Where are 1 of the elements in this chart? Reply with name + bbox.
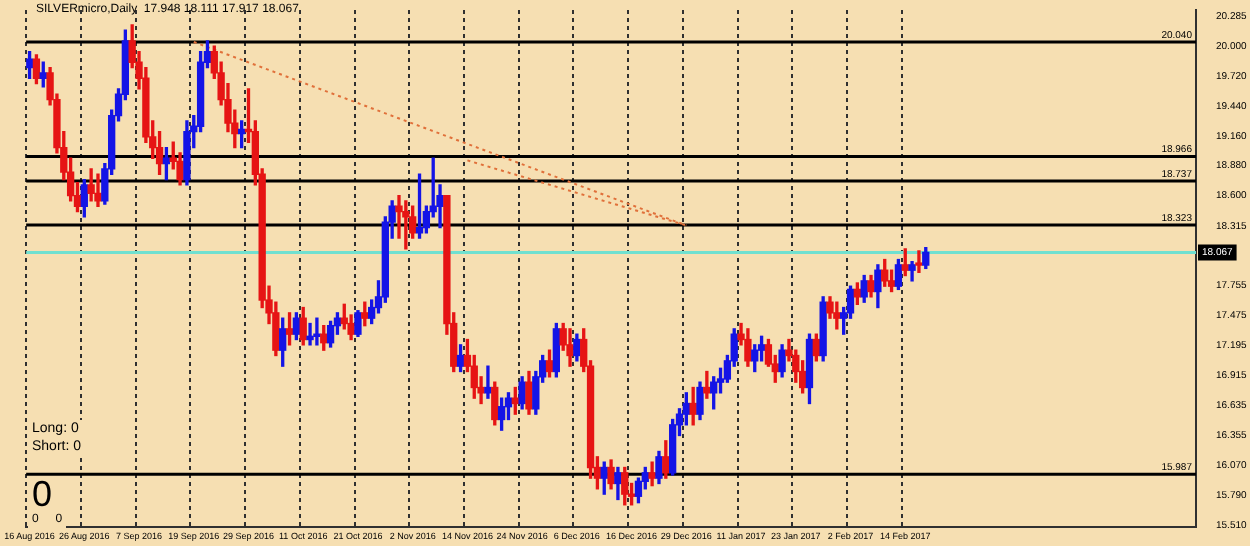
annotation: 0 [28, 474, 57, 514]
